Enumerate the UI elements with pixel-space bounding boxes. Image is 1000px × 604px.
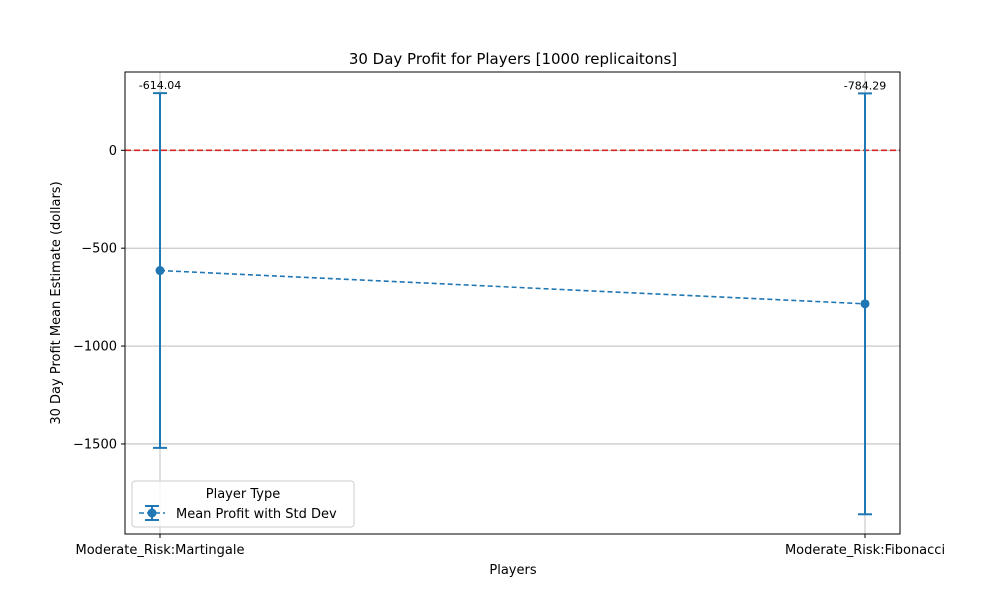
plot-frame bbox=[124, 71, 901, 535]
chart-title: 30 Day Profit for Players [1000 replicai… bbox=[349, 50, 677, 68]
y-axis-ticks: 0 −500 −1000 −1500 bbox=[73, 144, 125, 452]
data-label: -614.04 bbox=[139, 79, 181, 92]
legend: Player Type Mean Profit with Std Dev bbox=[131, 480, 355, 528]
y-tick-label: 0 bbox=[109, 144, 117, 159]
y-tick-label: −1500 bbox=[73, 437, 117, 452]
series-layer: -614.04 -784.29 bbox=[139, 79, 886, 516]
data-label: -784.29 bbox=[844, 79, 886, 92]
y-tick-label: −1000 bbox=[73, 340, 117, 355]
y-tick-label: −500 bbox=[81, 242, 117, 257]
legend-symbol bbox=[139, 505, 165, 521]
legend-marker bbox=[147, 508, 157, 518]
data-point bbox=[155, 266, 165, 276]
x-tick-label: Moderate_Risk:Fibonacci bbox=[785, 543, 945, 558]
legend-box bbox=[131, 480, 355, 528]
series-line bbox=[159, 269, 866, 305]
x-tick-label: Moderate_Risk:Martingale bbox=[76, 543, 245, 558]
legend-entry-label: Mean Profit with Std Dev bbox=[176, 507, 337, 522]
x-axis-label: Players bbox=[489, 563, 536, 578]
x-axis-ticks: Moderate_Risk:Martingale Moderate_Risk:Fi… bbox=[76, 534, 945, 558]
legend-title: Player Type bbox=[206, 487, 280, 502]
grid-lines bbox=[125, 72, 900, 534]
y-axis-label: 30 Day Profit Mean Estimate (dollars) bbox=[49, 181, 64, 424]
data-point bbox=[860, 299, 870, 309]
